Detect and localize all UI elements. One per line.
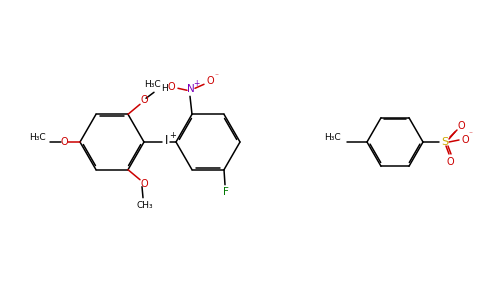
- Text: I: I: [166, 134, 169, 148]
- Text: O: O: [140, 95, 148, 105]
- Text: N: N: [187, 84, 195, 94]
- Text: O: O: [167, 82, 175, 92]
- Text: O: O: [457, 121, 465, 131]
- Text: O: O: [206, 76, 214, 86]
- Text: O: O: [446, 157, 454, 167]
- Text: O: O: [140, 179, 148, 189]
- Text: H₃C: H₃C: [324, 134, 340, 142]
- Text: O: O: [461, 135, 469, 145]
- Text: CH₃: CH₃: [136, 201, 153, 210]
- Text: H: H: [161, 84, 167, 93]
- Text: H₃C: H₃C: [29, 134, 45, 142]
- Text: S: S: [441, 137, 449, 147]
- Text: O: O: [60, 137, 68, 147]
- Text: +: +: [193, 79, 199, 88]
- Text: ⁻: ⁻: [468, 130, 472, 139]
- Text: F: F: [223, 187, 229, 197]
- Text: +: +: [169, 131, 177, 140]
- Text: ⁻: ⁻: [214, 72, 218, 81]
- Text: H₃C: H₃C: [144, 80, 160, 89]
